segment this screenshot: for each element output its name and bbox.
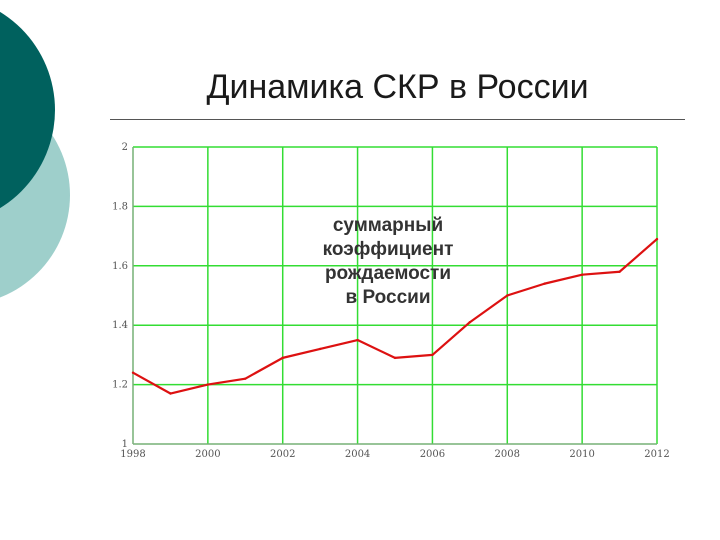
decorative-circles — [0, 11, 70, 298]
annotation-line: коэффициент — [323, 239, 454, 260]
slide-title: Динамика СКР в России — [206, 68, 589, 106]
y-tick-label: 1 — [122, 439, 128, 450]
x-tick-label: 1998 — [120, 449, 145, 460]
annotation-line: рождаемости — [325, 263, 451, 284]
data-point-2012 — [655, 237, 659, 241]
data-point-2004 — [356, 338, 359, 342]
chart-annotation: суммарный коэффициент рождаемости в России — [323, 215, 454, 308]
series — [131, 237, 659, 395]
data-point-2000 — [206, 383, 210, 386]
title-divider — [110, 119, 685, 120]
decor-circle-dark — [0, 11, 55, 209]
data-point-2003 — [318, 347, 322, 351]
y-tick-label: 1.6 — [112, 261, 128, 272]
axes — [132, 147, 657, 445]
x-tick-label: 2012 — [644, 449, 669, 460]
x-tick-label: 2010 — [569, 449, 594, 460]
tick-labels: 1 1.2 1.4 1.6 1.8 2 1998 2000 2002 2004 2006 2008 20… — [112, 142, 670, 460]
x-tick-label: 2002 — [270, 449, 295, 460]
data-point-2001 — [244, 377, 247, 380]
y-tick-label: 1.8 — [112, 201, 128, 212]
data-point-2002 — [281, 356, 284, 360]
x-tick-label: 2008 — [495, 449, 520, 460]
y-tick-label: 1.4 — [112, 320, 128, 331]
tfr-line-chart: 1 1.2 1.4 1.6 1.8 2 1998 2000 2002 2004 2006 2008 20… — [112, 142, 670, 460]
data-point-2008 — [506, 294, 509, 297]
data-point-2011 — [618, 270, 621, 273]
annotation-line: в России — [345, 287, 430, 308]
x-tick-label: 2006 — [420, 449, 445, 460]
data-point-2005 — [393, 356, 397, 360]
y-tick-label: 1.2 — [112, 380, 128, 391]
data-point-2010 — [580, 273, 584, 276]
x-tick-label: 2000 — [195, 449, 220, 460]
data-point-1998 — [131, 371, 135, 374]
annotation-line: суммарный — [333, 215, 443, 236]
y-tick-label: 2 — [122, 142, 128, 153]
data-point-1999 — [169, 392, 172, 395]
data-point-2007 — [468, 321, 472, 324]
grid — [132, 146, 658, 445]
data-point-2006 — [431, 353, 434, 357]
x-tick-label: 2004 — [345, 449, 370, 460]
data-point-2009 — [543, 282, 546, 285]
